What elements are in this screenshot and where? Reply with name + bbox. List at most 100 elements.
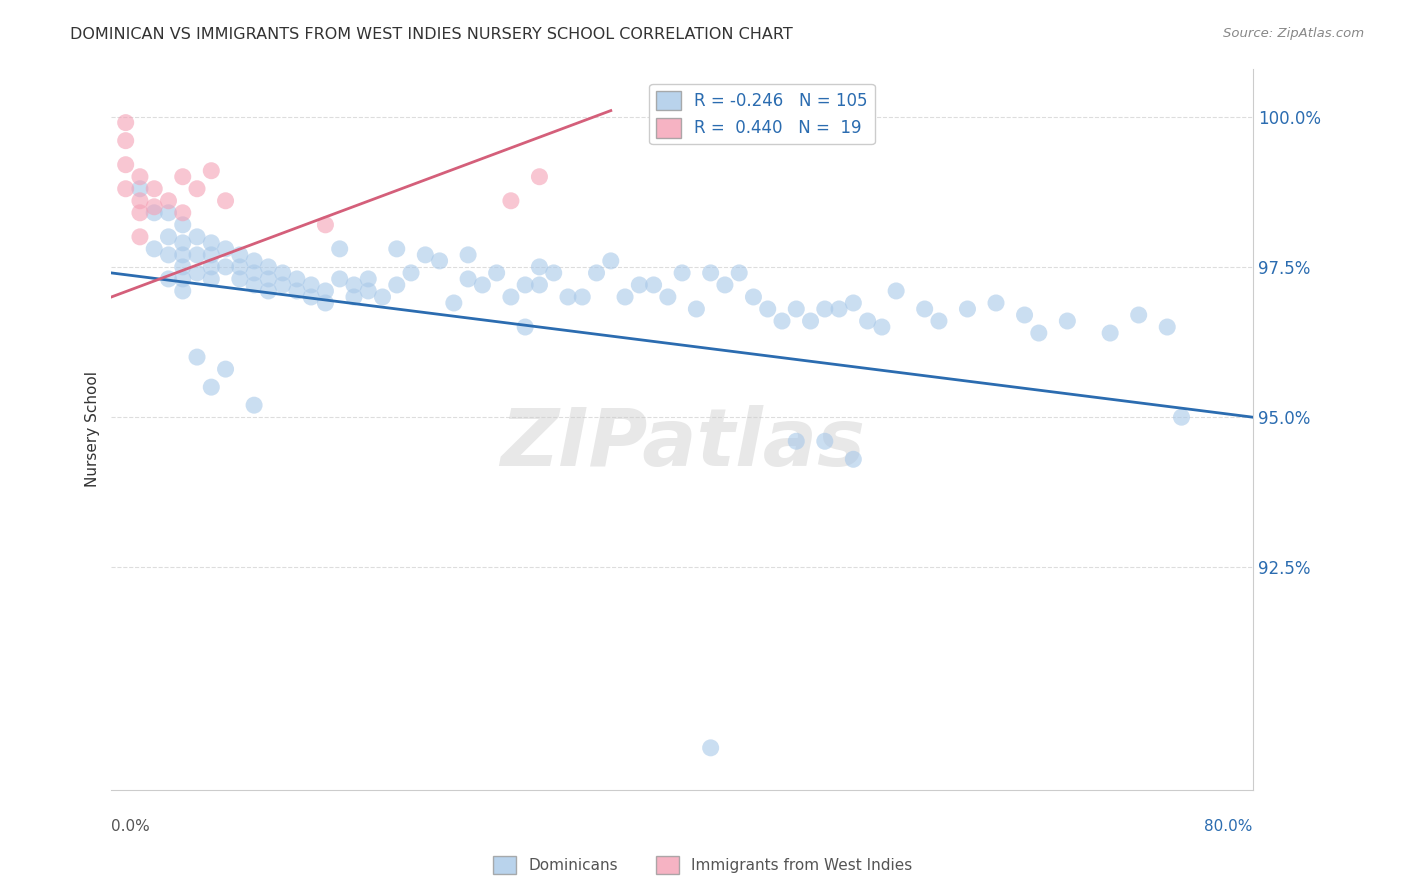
Point	[329, 272, 352, 286]
Point	[314, 284, 336, 298]
Point	[699, 740, 721, 755]
Point	[200, 163, 222, 178]
Point	[515, 320, 537, 334]
Point	[685, 301, 707, 316]
Point	[657, 290, 679, 304]
Point	[314, 296, 336, 310]
Point	[243, 253, 266, 268]
Point	[200, 272, 222, 286]
Point	[129, 182, 152, 196]
Point	[129, 194, 152, 208]
Point	[214, 260, 236, 274]
Point	[271, 266, 294, 280]
Point	[557, 290, 579, 304]
Point	[200, 260, 222, 274]
Text: Source: ZipAtlas.com: Source: ZipAtlas.com	[1223, 27, 1364, 40]
Point	[628, 277, 651, 292]
Text: ZIPatlas: ZIPatlas	[499, 405, 865, 483]
Point	[529, 169, 551, 184]
Point	[756, 301, 779, 316]
Point	[114, 115, 136, 129]
Point	[614, 290, 637, 304]
Point	[699, 266, 721, 280]
Y-axis label: Nursery School: Nursery School	[86, 371, 100, 487]
Point	[157, 206, 180, 220]
Text: 80.0%: 80.0%	[1205, 819, 1253, 834]
Point	[785, 301, 807, 316]
Point	[814, 301, 837, 316]
Point	[172, 284, 194, 298]
Point	[1156, 320, 1178, 334]
Point	[186, 248, 208, 262]
Point	[471, 277, 494, 292]
Point	[271, 277, 294, 292]
Point	[214, 242, 236, 256]
Point	[499, 290, 522, 304]
Point	[129, 206, 152, 220]
Point	[129, 230, 152, 244]
Point	[129, 169, 152, 184]
Point	[1028, 326, 1050, 340]
Point	[914, 301, 936, 316]
Point	[200, 235, 222, 250]
Point	[529, 260, 551, 274]
Point	[214, 194, 236, 208]
Point	[728, 266, 751, 280]
Point	[143, 206, 166, 220]
Point	[1170, 410, 1192, 425]
Point	[529, 277, 551, 292]
Point	[229, 248, 252, 262]
Point	[285, 272, 308, 286]
Point	[1056, 314, 1078, 328]
Point	[257, 272, 280, 286]
Point	[842, 296, 865, 310]
Point	[214, 362, 236, 376]
Point	[157, 272, 180, 286]
Point	[172, 272, 194, 286]
Point	[172, 218, 194, 232]
Legend: Dominicans, Immigrants from West Indies: Dominicans, Immigrants from West Indies	[488, 850, 918, 880]
Point	[714, 277, 737, 292]
Point	[842, 452, 865, 467]
Point	[186, 230, 208, 244]
Point	[870, 320, 893, 334]
Point	[1099, 326, 1122, 340]
Point	[742, 290, 765, 304]
Point	[515, 277, 537, 292]
Point	[357, 272, 380, 286]
Point	[200, 248, 222, 262]
Point	[299, 290, 322, 304]
Point	[357, 284, 380, 298]
Point	[429, 253, 451, 268]
Point	[229, 272, 252, 286]
Point	[413, 248, 436, 262]
Point	[884, 284, 907, 298]
Point	[143, 182, 166, 196]
Point	[814, 434, 837, 449]
Point	[186, 266, 208, 280]
Point	[172, 169, 194, 184]
Point	[172, 206, 194, 220]
Point	[385, 242, 408, 256]
Point	[585, 266, 607, 280]
Point	[157, 194, 180, 208]
Text: DOMINICAN VS IMMIGRANTS FROM WEST INDIES NURSERY SCHOOL CORRELATION CHART: DOMINICAN VS IMMIGRANTS FROM WEST INDIES…	[70, 27, 793, 42]
Point	[114, 134, 136, 148]
Point	[371, 290, 394, 304]
Point	[143, 200, 166, 214]
Point	[243, 398, 266, 412]
Point	[200, 380, 222, 394]
Point	[172, 235, 194, 250]
Point	[257, 260, 280, 274]
Point	[385, 277, 408, 292]
Point	[543, 266, 565, 280]
Point	[229, 260, 252, 274]
Point	[457, 248, 479, 262]
Point	[571, 290, 593, 304]
Point	[485, 266, 508, 280]
Text: 0.0%: 0.0%	[111, 819, 150, 834]
Point	[828, 301, 851, 316]
Point	[856, 314, 879, 328]
Point	[443, 296, 465, 310]
Point	[399, 266, 422, 280]
